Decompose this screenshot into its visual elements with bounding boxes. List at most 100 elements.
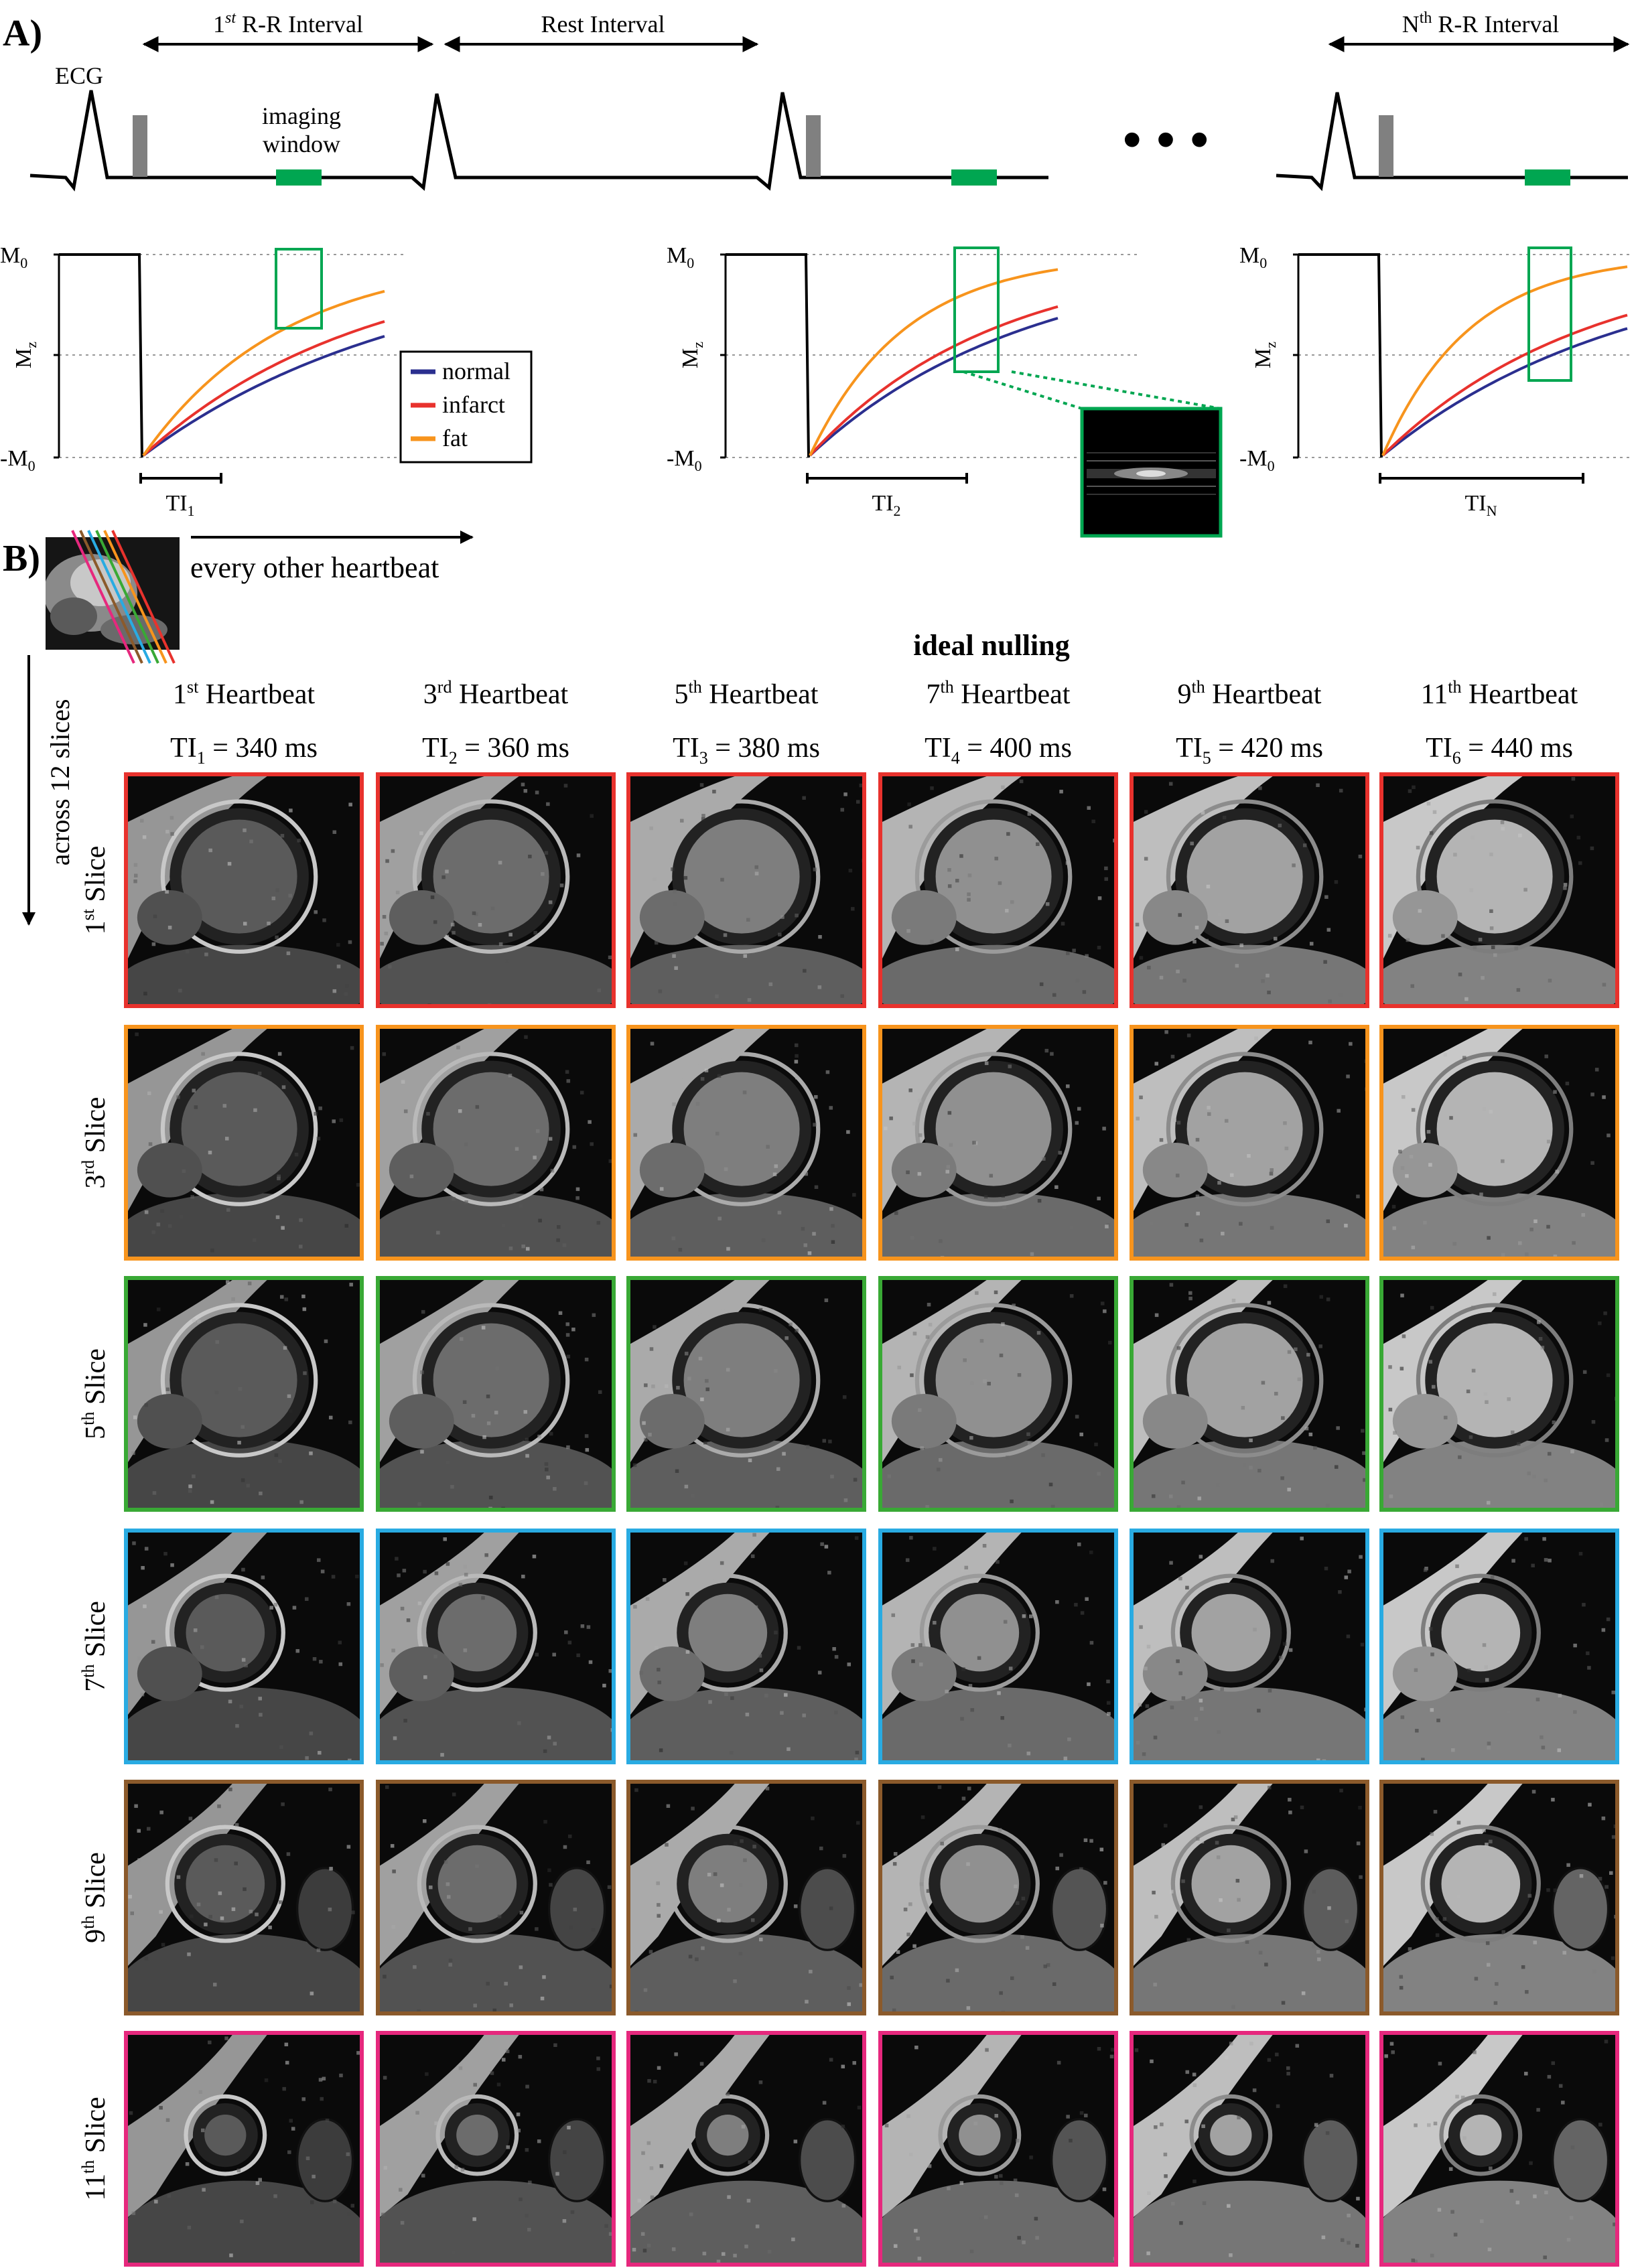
noise-speckle: [832, 1647, 836, 1651]
noise-speckle: [1144, 810, 1148, 814]
noise-speckle: [727, 2195, 731, 2199]
noise-speckle: [383, 1975, 387, 1979]
noise-speckle: [516, 2112, 521, 2117]
noise-speckle: [391, 1925, 396, 1929]
noise-speckle: [787, 1747, 791, 1752]
noise-speckle: [1533, 1219, 1538, 1224]
noise-speckle: [1356, 1194, 1360, 1198]
noise-speckle: [1274, 1391, 1278, 1396]
noise-speckle: [1059, 790, 1063, 794]
blood-pool: [437, 1593, 517, 1672]
noise-speckle: [1270, 1168, 1274, 1172]
noise-speckle: [1008, 1064, 1012, 1068]
noise-speckle: [192, 1318, 196, 1322]
noise-speckle: [535, 1652, 539, 1656]
noise-speckle: [1553, 1090, 1557, 1094]
noise-speckle: [1481, 976, 1485, 980]
noise-speckle: [598, 1390, 602, 1394]
noise-speckle: [508, 932, 513, 937]
noise-speckle: [1570, 814, 1574, 819]
noise-speckle: [911, 1659, 915, 1663]
noise-speckle: [463, 1564, 468, 1569]
noise-speckle: [778, 932, 782, 937]
noise-speckle: [542, 1975, 546, 1979]
noise-speckle: [1146, 2251, 1150, 2255]
noise-speckle: [1479, 2219, 1484, 2223]
noise-speckle: [1103, 1881, 1107, 1885]
noise-speckle: [295, 1649, 300, 1653]
noise-speckle: [819, 1846, 823, 1851]
noise-speckle: [558, 1311, 563, 1316]
right-ventricle: [639, 890, 705, 945]
liver-region: [1551, 1867, 1610, 1951]
noise-speckle: [1231, 2005, 1235, 2009]
right-ventricle: [1142, 1646, 1208, 1701]
noise-speckle: [399, 2188, 403, 2192]
chest-wall: [630, 1280, 770, 1462]
noise-speckle: [724, 1167, 728, 1172]
noise-speckle: [240, 2219, 244, 2224]
noise-speckle: [284, 1297, 289, 1301]
noise-speckle: [820, 1542, 824, 1547]
noise-speckle: [380, 1663, 384, 1667]
blood-pool: [683, 1323, 800, 1437]
noise-speckle: [286, 951, 291, 955]
noise-speckle: [674, 966, 678, 970]
noise-speckle: [1551, 2061, 1556, 2065]
noise-speckle: [1288, 1648, 1293, 1652]
noise-speckle: [218, 1891, 222, 1896]
chest-wall: [630, 1784, 770, 1966]
noise-speckle: [1599, 1502, 1604, 1506]
noise-speckle: [1525, 1252, 1529, 1257]
noise-speckle: [766, 1145, 770, 1149]
noise-speckle: [312, 2174, 316, 2179]
lower-tissue: [630, 2180, 862, 2263]
noise-speckle: [1427, 2123, 1431, 2127]
noise-speckle: [237, 1441, 241, 1445]
noise-speckle: [1087, 1682, 1091, 1687]
noise-speckle: [1104, 877, 1109, 881]
noise-speckle: [292, 1606, 297, 1610]
noise-speckle: [332, 2199, 337, 2204]
chest-wall: [1383, 1029, 1523, 1211]
noise-speckle: [747, 998, 752, 1002]
noise-speckle: [425, 2072, 429, 2076]
noise-speckle: [657, 1914, 661, 1918]
noise-speckle: [1192, 2083, 1197, 2087]
noise-speckle: [642, 2249, 647, 2253]
noise-speckle: [486, 1421, 491, 1425]
noise-speckle: [814, 1094, 818, 1099]
noise-speckle: [1199, 1707, 1204, 1711]
noise-speckle: [889, 1116, 893, 1121]
noise-speckle: [1055, 1866, 1059, 1871]
noise-speckle: [699, 2062, 704, 2066]
noise-speckle: [887, 1474, 892, 1478]
noise-speckle: [1146, 1644, 1151, 1649]
noise-speckle: [286, 1852, 291, 1856]
noise-speckle: [777, 1210, 782, 1215]
noise-speckle: [1242, 1463, 1247, 1467]
noise-speckle: [1548, 1559, 1552, 1563]
noise-speckle: [1308, 1040, 1312, 1045]
noise-speckle: [1206, 884, 1211, 889]
noise-speckle: [1219, 1898, 1223, 1902]
noise-speckle: [546, 802, 550, 806]
blood-pool: [181, 1323, 297, 1437]
noise-speckle: [1313, 1445, 1317, 1450]
noise-speckle: [450, 922, 455, 927]
noise-speckle: [1443, 1053, 1448, 1057]
noise-speckle: [1364, 1707, 1365, 1711]
noise-speckle: [553, 1742, 557, 1746]
noise-speckle: [1482, 1643, 1487, 1647]
noise-speckle: [780, 915, 784, 919]
lower-tissue: [630, 1687, 862, 1760]
noise-speckle: [553, 2043, 557, 2048]
noise-speckle: [576, 853, 581, 857]
noise-speckle: [1105, 1224, 1109, 1228]
liver-region: [798, 1867, 857, 1951]
noise-speckle: [1066, 1084, 1070, 1088]
noise-speckle: [1514, 946, 1519, 950]
noise-speckle: [1079, 1432, 1083, 1437]
noise-speckle: [1284, 1146, 1289, 1151]
